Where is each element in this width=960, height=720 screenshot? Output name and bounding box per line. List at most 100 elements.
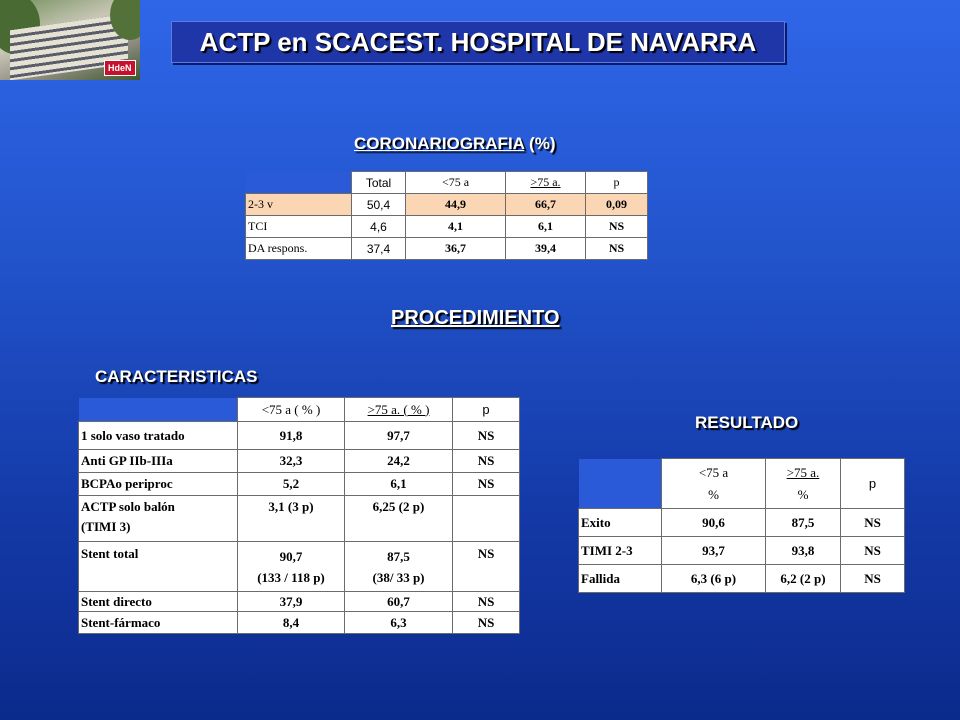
cell-p: NS — [452, 421, 520, 450]
row-label: Exito — [578, 508, 662, 537]
hospital-logo: HdeN — [0, 0, 140, 80]
table-row: Stent total 90,7 (133 / 118 p) 87,5 (38/… — [78, 541, 520, 592]
cell-gt75: 66,7 — [505, 193, 586, 216]
title-bar: ACTP en SCACEST. HOSPITAL DE NAVARRA — [171, 21, 785, 63]
row-label: Stent total — [78, 541, 238, 592]
cell-p — [452, 495, 520, 542]
coronariografia-heading-main: CORONARIOGRAFIA — [354, 134, 525, 153]
row-label-line2: (TIMI 3) — [81, 519, 131, 534]
coronariografia-heading: CORONARIOGRAFIA (%) — [354, 134, 556, 154]
header-lt75: <75 a % — [661, 458, 766, 509]
cell-p: NS — [840, 536, 905, 565]
cell-lt75: 6,3 (6 p) — [661, 564, 766, 593]
table-row: TIMI 2-3 93,7 93,8 NS — [578, 536, 905, 565]
caracteristicas-table: <75 a ( % ) >75 a. ( % ) p 1 solo vaso t… — [78, 397, 520, 634]
table-row: 1 solo vaso tratado 91,8 97,7 NS — [78, 421, 520, 450]
cell-p: NS — [452, 472, 520, 496]
cell-p: NS — [452, 541, 520, 592]
empty-cell — [578, 458, 662, 509]
header-gt75-label: >75 a. — [786, 464, 820, 480]
row-label-line1: ACTP solo balón — [81, 499, 175, 514]
cell-lt75: 3,1 (3 p) — [237, 495, 345, 542]
cell-total: 37,4 — [351, 237, 406, 260]
row-label: TIMI 2-3 — [578, 536, 662, 565]
table-row: 2-3 v 50,4 44,9 66,7 0,09 — [245, 193, 648, 216]
header-lt75-unit: % — [708, 486, 719, 502]
cell-lt75: 90,7 (133 / 118 p) — [237, 541, 345, 592]
header-lt75: <75 a — [405, 171, 506, 194]
cell-total: 4,6 — [351, 215, 406, 238]
cell-p: NS — [452, 449, 520, 473]
row-label: TCI — [245, 215, 352, 238]
row-label: Stent directo — [78, 591, 238, 612]
cell-lt75: 8,4 — [237, 611, 345, 634]
row-label: Stent-fármaco — [78, 611, 238, 634]
cell-lt75: 44,9 — [405, 193, 506, 216]
table-row: ACTP solo balón (TIMI 3) 3,1 (3 p) 6,25 … — [78, 495, 520, 542]
table-row: TCI 4,6 4,1 6,1 NS — [245, 215, 648, 238]
cell-lt75: 4,1 — [405, 215, 506, 238]
cell-p: NS — [585, 237, 648, 260]
cell-lt75: 37,9 — [237, 591, 345, 612]
header-gt75: >75 a. % — [765, 458, 841, 509]
cell-gt75: 60,7 — [344, 591, 453, 612]
cell-gt75: 6,2 (2 p) — [765, 564, 841, 593]
cell-total: 50,4 — [351, 193, 406, 216]
coronariografia-heading-unit: (%) — [529, 134, 556, 153]
table-row: Fallida 6,3 (6 p) 6,2 (2 p) NS — [578, 564, 905, 593]
procedimiento-heading: PROCEDIMIENTO — [391, 307, 560, 329]
header-lt75-label: <75 a — [698, 464, 729, 480]
table-header-row: <75 a % >75 a. % p — [578, 458, 905, 509]
header-gt75: >75 a. ( % ) — [344, 397, 453, 422]
table-row: Stent-fármaco 8,4 6,3 NS — [78, 611, 520, 634]
cell-lt75: 91,8 — [237, 421, 345, 450]
cell-lt75: 32,3 — [237, 449, 345, 473]
cell-p: NS — [452, 591, 520, 612]
cell-gt75: 24,2 — [344, 449, 453, 473]
row-label: ACTP solo balón (TIMI 3) — [78, 495, 238, 542]
empty-cell — [78, 397, 238, 422]
header-p: p — [840, 458, 905, 509]
cell-gt75: 39,4 — [505, 237, 586, 260]
cell-gt75-detail: (38/ 33 p) — [372, 569, 425, 585]
header-gt75-unit: % — [797, 486, 809, 502]
coronariografia-table: Total <75 a >75 a. p 2-3 v 50,4 44,9 66,… — [245, 171, 648, 260]
cell-lt75: 93,7 — [661, 536, 766, 565]
cell-p: NS — [585, 215, 648, 238]
cell-lt75-detail: (133 / 118 p) — [257, 569, 325, 585]
cell-gt75: 6,1 — [344, 472, 453, 496]
row-label: Anti GP IIb-IIIa — [78, 449, 238, 473]
cell-p: NS — [452, 611, 520, 634]
row-label: Fallida — [578, 564, 662, 593]
cell-lt75-value: 90,7 — [279, 548, 303, 564]
resultado-heading: RESULTADO — [695, 413, 799, 432]
cell-gt75: 97,7 — [344, 421, 453, 450]
table-header-row: Total <75 a >75 a. p — [245, 171, 648, 194]
cell-gt75: 93,8 — [765, 536, 841, 565]
table-header-row: <75 a ( % ) >75 a. ( % ) p — [78, 397, 520, 422]
header-total: Total — [351, 171, 406, 194]
table-row: DA respons. 37,4 36,7 39,4 NS — [245, 237, 648, 260]
row-label: BCPAo periproc — [78, 472, 238, 496]
header-lt75: <75 a ( % ) — [237, 397, 345, 422]
cell-p: NS — [840, 564, 905, 593]
cell-gt75: 6,1 — [505, 215, 586, 238]
caracteristicas-heading: CARACTERISTICAS — [95, 367, 258, 386]
table-row: BCPAo periproc 5,2 6,1 NS — [78, 472, 520, 496]
cell-p: 0,09 — [585, 193, 648, 216]
row-label: DA respons. — [245, 237, 352, 260]
cell-gt75: 6,25 (2 p) — [344, 495, 453, 542]
cell-gt75: 87,5 — [765, 508, 841, 537]
header-gt75: >75 a. — [505, 171, 586, 194]
cell-lt75: 90,6 — [661, 508, 766, 537]
empty-cell — [245, 171, 352, 194]
row-label: 2-3 v — [245, 193, 352, 216]
table-row: Exito 90,6 87,5 NS — [578, 508, 905, 537]
row-label: 1 solo vaso tratado — [78, 421, 238, 450]
resultado-table: <75 a % >75 a. % p Exito 90,6 87,5 NS TI… — [578, 458, 905, 593]
cell-gt75: 87,5 (38/ 33 p) — [344, 541, 453, 592]
table-row: Stent directo 37,9 60,7 NS — [78, 591, 520, 612]
page-title: ACTP en SCACEST. HOSPITAL DE NAVARRA — [199, 27, 757, 57]
cell-lt75: 36,7 — [405, 237, 506, 260]
cell-gt75: 6,3 — [344, 611, 453, 634]
